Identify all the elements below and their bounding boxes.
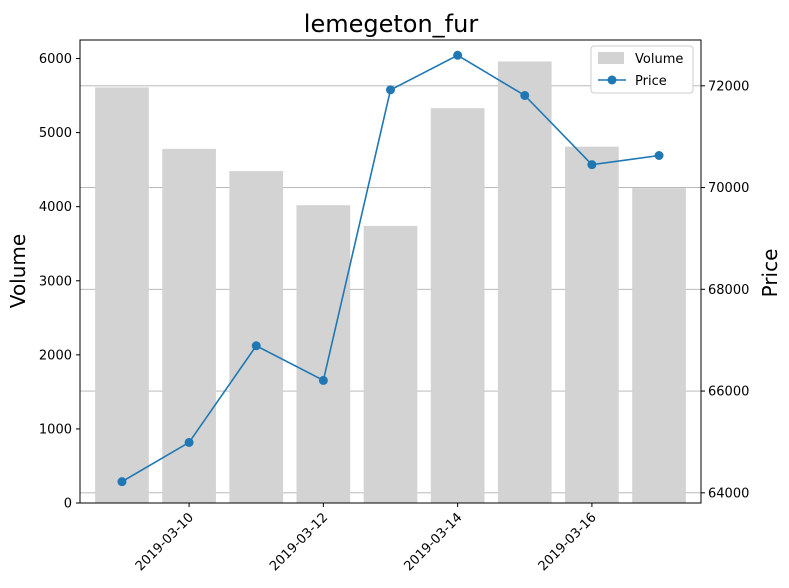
volume-bar xyxy=(565,146,619,503)
legend-volume-label: Volume xyxy=(635,52,683,67)
left-y-tick-label: 5000 xyxy=(39,126,72,141)
price-point xyxy=(318,375,328,385)
left-y-tick-label: 6000 xyxy=(39,52,72,67)
price-point xyxy=(117,477,127,487)
right-y-tick-label: 66000 xyxy=(708,385,749,400)
legend-price-label: Price xyxy=(635,74,667,89)
right-y-tick-label: 72000 xyxy=(708,79,749,94)
x-tick-label: 2019-03-12 xyxy=(267,510,331,574)
x-tick-label: 2019-03-10 xyxy=(133,510,197,574)
right-y-tick-label: 68000 xyxy=(708,283,749,298)
volume-bar xyxy=(430,108,485,504)
right-y-axis: 64000 66000 68000 70000 72000 xyxy=(701,79,749,501)
price-line xyxy=(117,50,664,487)
volume-bar xyxy=(497,61,552,503)
price-point xyxy=(251,341,261,351)
volume-bar xyxy=(632,188,686,503)
price-point xyxy=(520,90,530,100)
price-point xyxy=(587,160,597,170)
x-tick-label: 2019-03-14 xyxy=(401,510,465,574)
price-point xyxy=(654,150,664,160)
left-y-tick-label: 3000 xyxy=(39,274,72,289)
price-point xyxy=(184,437,194,447)
price-point xyxy=(386,85,395,95)
legend-price-marker xyxy=(607,75,617,85)
volume-bar xyxy=(296,205,351,503)
left-y-axis: 0 1000 2000 3000 4000 5000 6000 xyxy=(39,52,80,512)
x-axis: 2019-03-10 2019-03-12 2019-03-14 2019-03-16 xyxy=(133,503,600,574)
x-tick-label: 2019-03-16 xyxy=(536,510,600,574)
right-y-tick-label: 70000 xyxy=(708,181,749,196)
price-point xyxy=(453,50,463,60)
right-y-axis-label: Price xyxy=(758,249,782,298)
left-y-tick-label: 1000 xyxy=(39,422,72,437)
left-y-tick-label: 4000 xyxy=(39,200,72,215)
volume-bar xyxy=(363,225,418,503)
volume-bar xyxy=(95,87,149,504)
left-y-tick-label: 2000 xyxy=(39,348,72,363)
right-y-tick-label: 64000 xyxy=(708,486,749,501)
left-y-axis-label: Volume xyxy=(6,234,30,308)
plot-frame xyxy=(79,39,702,504)
legend: Volume Price xyxy=(590,45,694,94)
left-y-tick-label: 0 xyxy=(64,497,72,512)
volume-bar xyxy=(229,171,284,504)
volume-bar xyxy=(162,148,216,504)
chart-title: lemegeton_fur xyxy=(304,10,479,38)
legend-volume-swatch xyxy=(598,52,624,64)
volume-bars xyxy=(95,61,686,504)
